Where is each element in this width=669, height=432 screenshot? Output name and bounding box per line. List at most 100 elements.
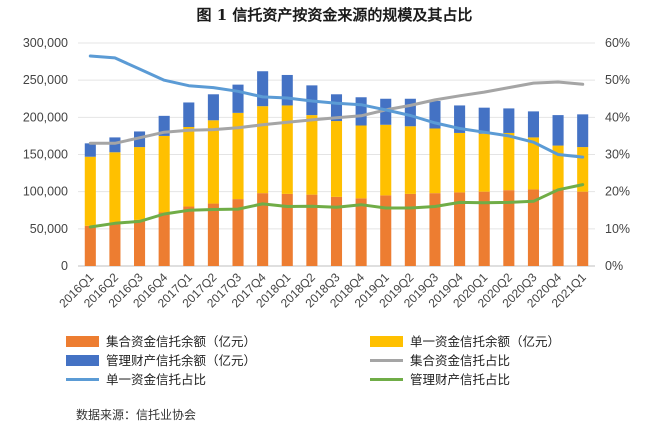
legend-label: 集合资金信托占比 xyxy=(410,353,510,368)
bar-collective xyxy=(429,193,441,266)
left-axis-tick-label: 50,000 xyxy=(30,222,68,236)
left-axis-tick-label: 100,000 xyxy=(23,185,68,199)
x-axis-ticks: 2016Q12016Q22016Q32016Q42017Q12017Q22017… xyxy=(56,270,589,310)
right-axis-tick-label: 10% xyxy=(605,222,630,236)
bar-single xyxy=(84,156,96,226)
right-axis-tick-label: 50% xyxy=(605,73,630,87)
bar-single xyxy=(134,147,146,220)
legend-collective-ratio: 集合资金信托占比 xyxy=(370,353,510,368)
legend-label: 管理财产信托余额（亿元） xyxy=(106,353,256,368)
bar-collective xyxy=(404,193,416,266)
bar-managed xyxy=(404,98,416,127)
bar-managed xyxy=(84,143,96,157)
right-axis-tick-label: 20% xyxy=(605,185,630,199)
bar-single xyxy=(503,132,515,191)
bar-collective xyxy=(380,195,392,266)
left-axis-ticks: 0 50,000 100,000 150,000 200,000 250,000 300,0… xyxy=(23,36,68,273)
left-axis-tick-label: 200,000 xyxy=(23,110,68,124)
bar-managed xyxy=(527,111,539,138)
legend-label: 集合资金信托余额（亿元） xyxy=(106,334,256,349)
bar-single xyxy=(109,152,121,223)
bar-single xyxy=(158,135,170,213)
bar-managed xyxy=(281,74,293,106)
bar-managed xyxy=(109,137,121,153)
legend-label: 管理财产信托占比 xyxy=(410,372,510,387)
right-axis-tick-label: 30% xyxy=(605,148,630,162)
bar-collective xyxy=(232,199,244,266)
bar-collective xyxy=(134,219,146,266)
line-collective-ratio xyxy=(88,80,585,145)
bar-managed xyxy=(380,98,392,125)
bar-single xyxy=(478,133,490,192)
bar-single xyxy=(404,126,416,194)
bar-single xyxy=(552,145,564,190)
line-series xyxy=(88,54,585,229)
bar-managed xyxy=(257,71,269,107)
legend-collective-balance: 集合资金信托余额（亿元） xyxy=(66,334,256,349)
bar-managed xyxy=(355,97,367,126)
bar-collective xyxy=(207,203,219,266)
bar-series xyxy=(84,71,589,266)
legend-swatch xyxy=(66,336,99,347)
bar-collective xyxy=(527,189,539,266)
bar-managed xyxy=(232,84,244,113)
bar-collective xyxy=(183,206,195,266)
right-axis-ticks: 0% 10% 20% 30% 40% 50% 60% xyxy=(605,36,630,273)
bar-collective xyxy=(577,191,589,266)
bar-single xyxy=(281,105,293,194)
bar-single xyxy=(380,124,392,196)
bar-managed xyxy=(577,114,589,148)
bar-managed xyxy=(478,107,490,134)
bar-collective xyxy=(257,193,269,266)
data-source-note: 数据来源：信托业协会 xyxy=(76,408,197,422)
bar-collective xyxy=(109,222,121,266)
right-axis-tick-label: 0% xyxy=(605,259,623,273)
chart-title: 图 1 信托资产按资金来源的规模及其占比 xyxy=(196,6,473,24)
bar-single xyxy=(429,128,441,194)
left-axis-tick-label: 250,000 xyxy=(23,73,68,87)
left-axis-tick-label: 0 xyxy=(61,259,68,273)
legend-label: 单一资金信托占比 xyxy=(106,372,206,387)
bar-single xyxy=(257,106,269,194)
bar-single xyxy=(330,121,343,197)
bar-managed xyxy=(429,100,441,129)
legend-single-ratio: 单一资金信托占比 xyxy=(66,372,206,387)
bar-collective xyxy=(552,189,564,266)
left-axis-tick-label: 300,000 xyxy=(23,36,68,50)
legend-label: 单一资金信托余额（亿元） xyxy=(410,334,560,349)
bar-single xyxy=(232,112,244,200)
right-axis-tick-label: 60% xyxy=(605,36,630,50)
bar-collective xyxy=(281,193,293,266)
bar-collective xyxy=(503,190,515,266)
legend: 集合资金信托余额（亿元） 单一资金信托余额（亿元） 管理财产信托余额（亿元） 集合资金… xyxy=(66,334,560,387)
bar-collective xyxy=(158,212,170,266)
bar-single xyxy=(355,125,367,199)
bar-collective xyxy=(478,191,490,266)
bar-managed xyxy=(552,115,564,146)
bar-collective xyxy=(355,198,367,266)
bar-single xyxy=(577,147,589,192)
bar-managed xyxy=(454,105,466,133)
bar-managed xyxy=(503,108,515,133)
bar-managed xyxy=(158,115,170,136)
bar-single xyxy=(306,115,318,195)
legend-managed-ratio: 管理财产信托占比 xyxy=(370,372,510,387)
bar-managed xyxy=(207,94,219,121)
right-axis-tick-label: 40% xyxy=(605,110,630,124)
legend-swatch xyxy=(370,336,403,347)
left-axis-tick-label: 150,000 xyxy=(23,148,68,162)
bar-collective xyxy=(306,194,318,266)
bar-single xyxy=(183,126,195,207)
bar-single xyxy=(527,137,539,190)
bar-collective xyxy=(330,196,343,266)
legend-swatch xyxy=(66,355,99,366)
bar-single xyxy=(454,132,466,193)
bar-single xyxy=(207,120,219,204)
bar-collective xyxy=(454,192,466,266)
bar-managed xyxy=(183,102,195,127)
line-managed-ratio xyxy=(88,183,585,229)
line-single-ratio xyxy=(88,54,585,159)
legend-single-balance: 单一资金信托余额（亿元） xyxy=(370,334,560,349)
bar-collective xyxy=(84,225,96,266)
